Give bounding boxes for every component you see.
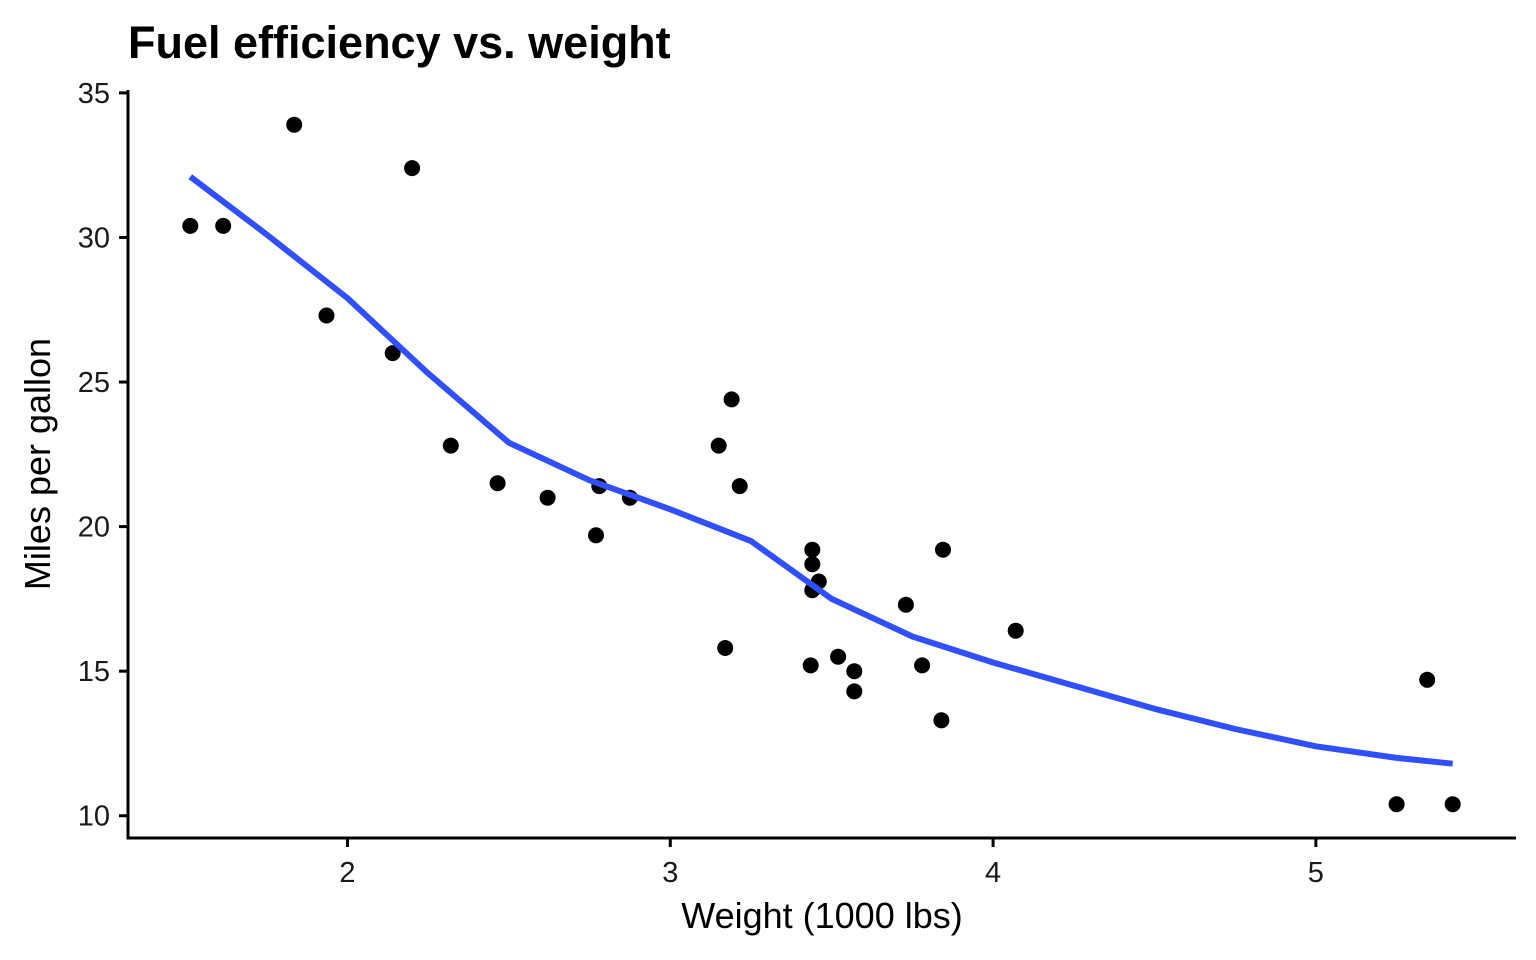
data-point-19 xyxy=(215,217,232,234)
y-tick-label: 25 xyxy=(78,367,110,399)
data-point-7 xyxy=(846,683,863,700)
data-point-9 xyxy=(710,437,727,454)
data-point-18 xyxy=(404,160,421,177)
data-point-22 xyxy=(830,648,847,665)
x-tick-label: 5 xyxy=(1308,857,1324,889)
y-tick-label: 30 xyxy=(78,222,110,254)
x-axis-title: Weight (1000 lbs) xyxy=(681,895,962,936)
data-point-25 xyxy=(935,541,951,558)
data-point-24 xyxy=(933,712,950,729)
data-point-14 xyxy=(914,657,931,674)
y-axis-title: Miles per gallon xyxy=(17,338,58,590)
data-point-3 xyxy=(442,437,459,454)
smooth-trend-line xyxy=(188,174,1454,767)
data-point-1 xyxy=(539,489,556,506)
data-point-15 xyxy=(1388,796,1405,813)
plot-area xyxy=(182,116,1461,813)
data-point-12 xyxy=(1007,622,1024,639)
x-tick-label: 2 xyxy=(339,857,355,889)
data-point-21 xyxy=(489,475,506,492)
data-point-26 xyxy=(318,307,335,324)
data-point-30 xyxy=(588,527,604,544)
data-point-20 xyxy=(286,116,303,133)
chart-title: Fuel efficiency vs. weight xyxy=(128,17,671,68)
data-point-23 xyxy=(802,657,819,674)
data-point-16 xyxy=(1444,796,1461,813)
data-point-29 xyxy=(717,640,734,656)
x-tick-label: 3 xyxy=(662,857,678,889)
y-tick-label: 10 xyxy=(78,801,110,833)
y-tick-label: 20 xyxy=(78,512,110,544)
data-point-28 xyxy=(182,217,199,234)
data-point-4 xyxy=(731,478,748,495)
data-point-17 xyxy=(1419,671,1436,688)
y-tick-label: 35 xyxy=(78,78,110,110)
x-axis: 2 3 4 5 xyxy=(339,838,1324,889)
data-point-31 xyxy=(846,663,863,680)
data-point-13 xyxy=(897,596,914,613)
data-point-10 xyxy=(804,541,821,558)
data-point-5 xyxy=(804,556,821,573)
y-axis: 10 15 20 25 30 35 xyxy=(78,78,128,833)
data-point-27 xyxy=(384,345,401,362)
x-tick-label: 4 xyxy=(985,857,1001,889)
y-tick-label: 15 xyxy=(78,656,110,688)
data-point-8 xyxy=(723,391,740,408)
